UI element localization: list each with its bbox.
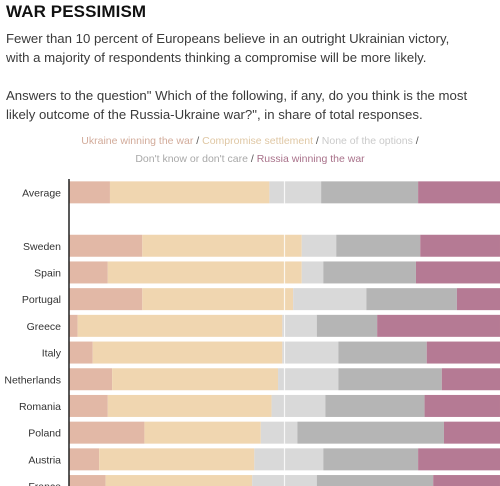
bar-segment — [366, 288, 457, 311]
legend-separator: / — [415, 135, 419, 147]
bar-segment — [107, 394, 272, 417]
bar-segment — [69, 421, 145, 444]
category-label: Netherlands — [4, 374, 61, 386]
legend-item-russia: Russia winning the war — [256, 153, 365, 165]
bar-segment — [420, 234, 500, 257]
bar-segment — [321, 181, 419, 204]
bar-segment — [142, 234, 302, 257]
bar-segment — [424, 394, 500, 417]
chart-title: WAR PESSIMISM — [6, 2, 147, 21]
bar-segment — [112, 368, 279, 391]
bar-segment — [415, 261, 500, 284]
legend-line-1: Ukraine winning the war / Compromise set… — [0, 134, 500, 148]
bar-segment — [69, 394, 108, 417]
bar-segment — [269, 181, 322, 204]
bar-segment — [301, 234, 337, 257]
bar-segment — [69, 288, 143, 311]
bar-segment — [323, 261, 416, 284]
bar-segment — [69, 341, 93, 364]
bar-segment — [443, 421, 500, 444]
chart-subtitle: Fewer than 10 percent of Europeans belie… — [6, 31, 450, 65]
category-label: Austria — [28, 454, 61, 466]
bar-segment — [271, 394, 326, 417]
bar-segment — [69, 475, 106, 486]
bar-segment — [418, 448, 500, 471]
category-label: Spain — [34, 267, 61, 279]
chart-question: Answers to the question" Which of the fo… — [6, 88, 468, 122]
bar-segment — [338, 368, 442, 391]
bar-segment — [105, 475, 253, 486]
bar-segment — [282, 314, 317, 337]
legend-item-compromise: Compromise settlement — [202, 135, 313, 147]
bar-segment — [254, 448, 324, 471]
bar-segment — [377, 314, 500, 337]
bar-segment — [282, 341, 339, 364]
category-label: Italy — [42, 348, 62, 360]
bar-segment — [293, 288, 367, 311]
bar-segment — [69, 368, 113, 391]
legend-separator: / — [250, 153, 254, 165]
legend-separator: / — [315, 135, 319, 147]
category-label: Portugal — [22, 294, 61, 306]
category-label: Romania — [19, 401, 61, 413]
bar-segment — [426, 341, 500, 364]
bar-segment — [297, 421, 444, 444]
legend-item-none: None of the options — [321, 135, 413, 147]
legend-item-ukraine: Ukraine winning the war — [81, 135, 194, 147]
bar-segment — [69, 314, 78, 337]
category-label: Sweden — [23, 241, 61, 253]
bar-segment — [456, 288, 500, 311]
bar-segment — [441, 368, 500, 391]
legend-line-2: Don't know or don't care / Russia winnin… — [0, 152, 500, 166]
bar-segment — [323, 448, 419, 471]
bar-segment — [69, 448, 100, 471]
bar-segment — [316, 314, 378, 337]
bar-segment — [92, 341, 283, 364]
legend-item-dont-know: Don't know or don't care — [135, 153, 248, 165]
bar-segment — [144, 421, 261, 444]
bar-segment — [69, 181, 110, 204]
bar-segment — [278, 368, 339, 391]
category-label: Poland — [28, 428, 61, 440]
bar-segment — [69, 234, 143, 257]
bar-segment — [99, 448, 255, 471]
bar-segment — [336, 234, 421, 257]
bar-segment — [260, 421, 298, 444]
bar-segment — [109, 181, 270, 204]
bar-segment — [142, 288, 294, 311]
bar-segment — [107, 261, 302, 284]
legend-separator: / — [196, 135, 200, 147]
bar-segment — [418, 181, 500, 204]
bar-segment — [69, 261, 108, 284]
bar-segment — [325, 394, 425, 417]
bar-segment — [316, 475, 434, 486]
bar-segment — [301, 261, 324, 284]
bar-segment — [338, 341, 427, 364]
bar-segment — [77, 314, 283, 337]
category-label: France — [28, 481, 61, 486]
category-label: Greece — [27, 321, 62, 333]
bar-segment — [433, 475, 500, 486]
category-label: Average — [22, 187, 61, 199]
